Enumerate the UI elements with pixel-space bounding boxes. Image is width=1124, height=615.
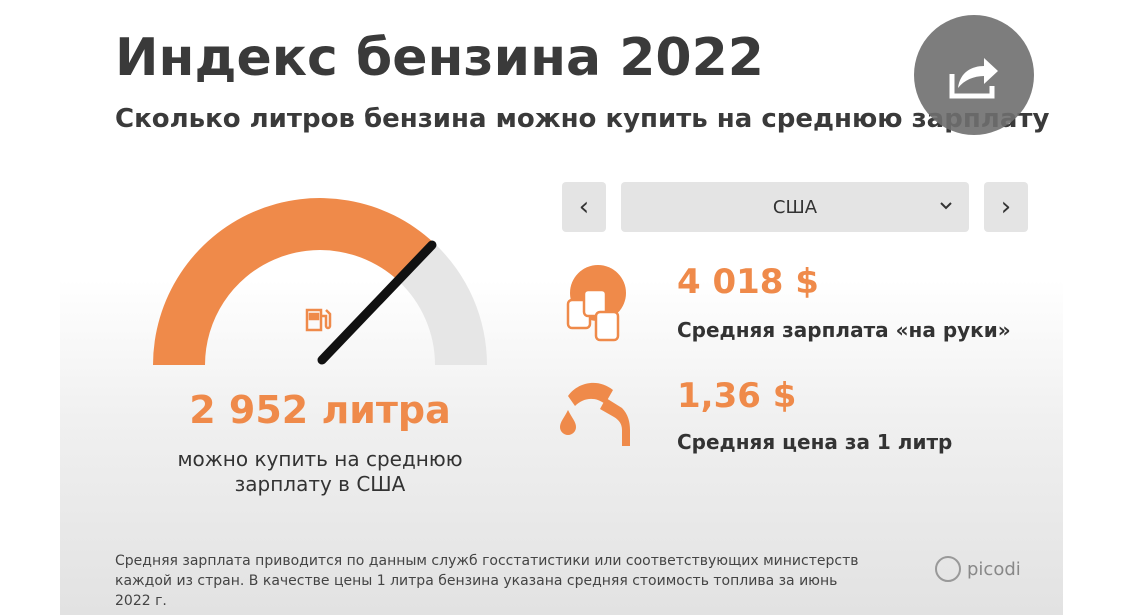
gauge-value: 2 952 литра: [189, 388, 451, 432]
coins-icon: [566, 265, 626, 342]
gauge-fill: [153, 198, 434, 365]
stat-label: Средняя зарплата «на руки»: [677, 318, 1011, 342]
prev-button[interactable]: ‹: [562, 182, 606, 232]
gauge-caption: можно купить на среднюю зарплату в США: [177, 447, 463, 496]
stat-label: Средняя цена за 1 литр: [677, 430, 953, 454]
title: Индекс бензина 2022: [115, 28, 764, 88]
brand-logo: [935, 556, 961, 582]
stat-value: 4 018 $: [677, 262, 819, 302]
card: [60, 0, 1063, 615]
fuel-icon: [305, 308, 332, 332]
footnote: Средняя зарплата приводится по данным сл…: [115, 553, 859, 609]
next-button[interactable]: ›: [984, 182, 1028, 232]
stat-value: 1,36 $: [677, 376, 797, 416]
brand: picodi: [967, 559, 1021, 580]
subtitle: Сколько литров бензина можно купить на с…: [115, 104, 1050, 134]
nozzle-icon: [560, 382, 630, 446]
share-button[interactable]: [914, 15, 1034, 135]
dropdown-arrow: [940, 202, 952, 210]
gauge-track: [398, 242, 487, 365]
country: США: [772, 196, 818, 218]
country-dropdown[interactable]: США: [621, 182, 969, 232]
gauge-needle: [317, 240, 437, 365]
